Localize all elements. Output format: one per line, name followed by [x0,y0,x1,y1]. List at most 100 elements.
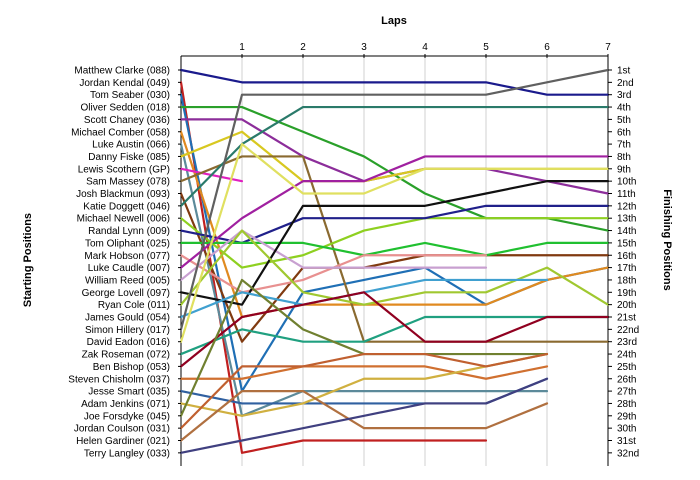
series-line-25 [179,291,610,368]
starting-driver-label: Michael Newell (006) [77,214,170,225]
lap-tick-label: 5 [483,42,489,53]
starting-driver-label: Terry Langley (033) [84,448,170,459]
starting-driver-label: Danny Fiske (085) [88,152,170,163]
series-line-10 [179,155,610,343]
starting-driver-label: Sam Massey (078) [86,177,170,188]
finishing-position-label: 8th [617,152,631,163]
starting-driver-label: Scott Chaney (036) [84,115,170,126]
starting-driver-label: Luke Austin (066) [92,140,170,151]
finishing-position-label: 7th [617,140,631,151]
finishing-position-label: 10th [617,177,636,188]
finishing-position-label: 1st [617,66,631,77]
finishing-position-label: 18th [617,275,636,286]
series-line-1 [179,68,610,96]
starting-driver-label: David Eadon (016) [87,337,170,348]
series-line-20 [179,229,610,306]
series-line-2 [179,81,488,454]
finishing-position-label: 15th [617,238,636,249]
starting-position-labels: Matthew Clarke (088)Jordan Kendal (049)T… [68,66,181,459]
finishing-position-label: 20th [617,300,636,311]
finishing-position-label: 11th [617,189,636,200]
finishing-position-label: 25th [617,362,636,373]
starting-driver-label: Simon Hillery (017) [85,325,170,336]
finishing-position-label: 2nd [617,78,634,89]
starting-driver-label: Josh Blackmun (093) [76,189,170,200]
starting-driver-label: Lewis Scothern (GP) [78,164,170,175]
finishing-position-label: 24th [617,350,636,361]
finishing-position-label: 5th [617,115,631,126]
series-line-32 [179,377,549,454]
finishing-position-label: 27th [617,387,636,398]
finishing-position-label: 32nd [617,448,639,459]
starting-driver-label: Jordan Kendal (049) [79,78,170,89]
starting-driver-label: Jordan Coulson (031) [74,424,170,435]
series-line-14 [179,204,610,244]
lap-tick-label: 2 [300,42,306,53]
starting-driver-label: Matthew Clarke (088) [74,66,170,77]
starting-driver-label: Adam Jenkins (071) [81,399,170,410]
finishing-position-label: 31st [617,436,636,447]
series-line-30 [179,352,549,430]
series-line-11 [179,192,610,343]
finishing-position-label: 22nd [617,325,639,336]
x-axis-title: Laps [381,15,407,27]
starting-driver-label: James Gould (054) [85,313,170,324]
starting-driver-label: Zak Roseman (072) [82,350,170,361]
starting-driver-label: Luke Caudle (007) [88,263,170,274]
finishing-position-label: 9th [617,164,631,175]
series-line-22 [179,68,610,331]
series-line-26 [179,365,549,380]
starting-driver-label: Jesse Smart (035) [88,387,170,398]
starting-driver-label: Tom Seaber (030) [90,90,170,101]
finishing-position-label: 23rd [617,337,637,348]
starting-driver-label: William Reed (005) [85,275,170,286]
finishing-position-label: 12th [617,201,636,212]
lap-tick-label: 1 [239,42,245,53]
lap-tick-label: 3 [361,42,367,53]
finishing-position-label: 29th [617,411,636,422]
starting-driver-label: Ryan Cole (011) [98,300,170,311]
y-axis-title-left: Starting Positions [22,213,34,307]
starting-driver-label: Michael Comber (058) [71,127,170,138]
series-line-18 [179,229,488,282]
starting-driver-label: Steven Chisholm (037) [68,374,170,385]
series-line-17 [179,155,610,269]
starting-driver-label: Ben Bishop (053) [93,362,170,373]
series-line-23 [179,143,610,343]
finishing-position-label: 17th [617,263,636,274]
finishing-position-label: 26th [617,374,636,385]
gridlines [241,56,548,466]
finishing-position-label: 3rd [617,90,631,101]
starting-driver-label: Tom Oliphant (025) [85,238,170,249]
finishing-position-label: 4th [617,103,631,114]
starting-driver-label: Helen Gardiner (021) [76,436,170,447]
series-lines [179,68,610,454]
finishing-position-label: 6th [617,127,631,138]
series-line-15 [179,241,610,257]
finishing-position-label: 21st [617,313,636,324]
y-axis-title-right: Finishing Positions [661,189,673,290]
finishing-position-label: 28th [617,399,636,410]
lap-tick-label: 6 [544,42,550,53]
finishing-position-label: 19th [617,288,636,299]
finishing-position-label: 14th [617,226,636,237]
lap-tick-labels: 1 2 3 4 5 6 7 [181,42,611,58]
series-line-24 [179,315,610,356]
series-line-13 [179,217,610,269]
finishing-position-label: 16th [617,251,636,262]
series-line-31 [179,390,549,442]
lap-tick-label: 7 [605,42,611,53]
axes [180,56,609,466]
starting-driver-label: Oliver Sedden (018) [81,103,171,114]
lap-tick-label: 4 [422,42,428,53]
finishing-position-label: 13th [617,214,636,225]
series-line-12 [179,105,610,207]
starting-driver-label: Joe Forsdyke (045) [84,411,170,422]
starting-driver-label: Randal Lynn (009) [88,226,170,237]
finishing-position-label: 30th [617,424,636,435]
starting-driver-label: Katie Doggett (046) [83,201,170,212]
starting-driver-label: George Lovell (097) [82,288,170,299]
starting-driver-label: Mark Hobson (077) [84,251,170,262]
